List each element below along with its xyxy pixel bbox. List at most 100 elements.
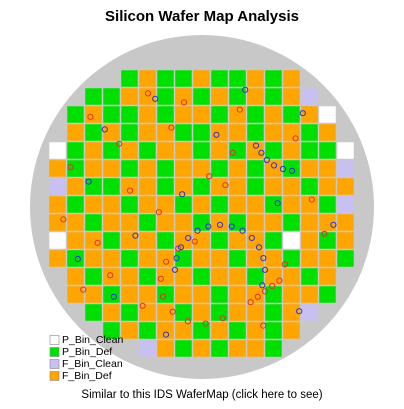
die bbox=[84, 231, 103, 250]
die bbox=[282, 141, 301, 160]
die bbox=[120, 213, 139, 232]
die bbox=[138, 141, 157, 160]
die bbox=[174, 267, 193, 286]
legend-label: F_Bin_Clean bbox=[62, 358, 123, 370]
die bbox=[264, 69, 283, 88]
defect bbox=[163, 258, 170, 265]
die bbox=[192, 69, 211, 88]
defect bbox=[269, 282, 276, 290]
defect bbox=[173, 255, 180, 262]
die bbox=[48, 195, 67, 214]
die bbox=[282, 195, 301, 214]
die bbox=[282, 321, 301, 340]
die bbox=[210, 177, 229, 196]
die bbox=[228, 87, 247, 106]
die bbox=[84, 267, 103, 286]
defect bbox=[157, 275, 164, 282]
defect bbox=[248, 234, 255, 242]
die bbox=[156, 159, 175, 178]
die bbox=[264, 141, 283, 160]
die bbox=[120, 177, 139, 196]
die bbox=[192, 177, 211, 196]
die bbox=[336, 177, 355, 196]
die bbox=[138, 177, 157, 196]
die bbox=[264, 213, 283, 232]
die bbox=[102, 285, 121, 304]
defect bbox=[258, 149, 265, 156]
defect bbox=[179, 191, 186, 198]
die bbox=[246, 339, 265, 358]
die bbox=[282, 87, 301, 106]
defect bbox=[254, 293, 261, 300]
defect bbox=[263, 156, 270, 164]
die bbox=[174, 303, 193, 322]
defect bbox=[274, 200, 281, 207]
die bbox=[156, 105, 175, 124]
die bbox=[300, 231, 319, 250]
die bbox=[120, 231, 139, 250]
die bbox=[66, 105, 85, 124]
defect bbox=[216, 221, 224, 228]
defect bbox=[330, 221, 337, 228]
die bbox=[48, 159, 67, 178]
defect bbox=[222, 182, 229, 189]
die bbox=[264, 285, 283, 304]
die bbox=[84, 159, 103, 178]
die bbox=[66, 285, 85, 304]
chart-title: Silicon Wafer Map Analysis bbox=[105, 8, 299, 25]
die bbox=[246, 87, 265, 106]
die bbox=[102, 303, 121, 322]
die bbox=[84, 213, 103, 232]
die bbox=[192, 267, 211, 286]
die bbox=[210, 195, 229, 214]
defect bbox=[110, 293, 117, 300]
defect bbox=[259, 282, 266, 289]
defect bbox=[206, 173, 213, 180]
die bbox=[228, 339, 247, 358]
die bbox=[300, 285, 319, 304]
die bbox=[210, 231, 229, 250]
defect bbox=[296, 308, 303, 315]
die bbox=[264, 105, 283, 124]
die bbox=[48, 177, 67, 196]
die bbox=[282, 267, 301, 286]
die bbox=[84, 141, 103, 160]
die bbox=[228, 177, 247, 196]
die bbox=[48, 213, 67, 232]
die bbox=[174, 321, 193, 340]
die bbox=[318, 141, 337, 160]
die bbox=[84, 249, 103, 268]
legend-label: P_Bin_Def bbox=[62, 346, 112, 358]
die bbox=[192, 105, 211, 124]
die bbox=[210, 321, 229, 340]
defect bbox=[162, 331, 170, 338]
die bbox=[210, 339, 229, 358]
die bbox=[192, 303, 211, 322]
defect bbox=[202, 320, 209, 327]
defect bbox=[261, 266, 269, 273]
defect bbox=[252, 142, 260, 149]
die bbox=[120, 285, 139, 304]
die bbox=[228, 321, 247, 340]
footer-link[interactable]: Similar to this IDS WaferMap (click here… bbox=[81, 389, 322, 401]
defect bbox=[228, 223, 235, 230]
die bbox=[102, 267, 121, 286]
die bbox=[228, 249, 247, 268]
die bbox=[246, 285, 265, 304]
die bbox=[138, 339, 157, 358]
die bbox=[282, 213, 301, 232]
die bbox=[174, 87, 193, 106]
die bbox=[120, 105, 139, 124]
die bbox=[300, 195, 319, 214]
die bbox=[300, 141, 319, 160]
die bbox=[174, 285, 193, 304]
die bbox=[66, 195, 85, 214]
die bbox=[210, 141, 229, 160]
defect bbox=[281, 261, 288, 268]
die bbox=[300, 249, 319, 268]
defect bbox=[276, 277, 283, 284]
defect bbox=[255, 244, 263, 251]
die bbox=[156, 231, 175, 250]
defect bbox=[260, 322, 267, 329]
die bbox=[246, 267, 265, 286]
